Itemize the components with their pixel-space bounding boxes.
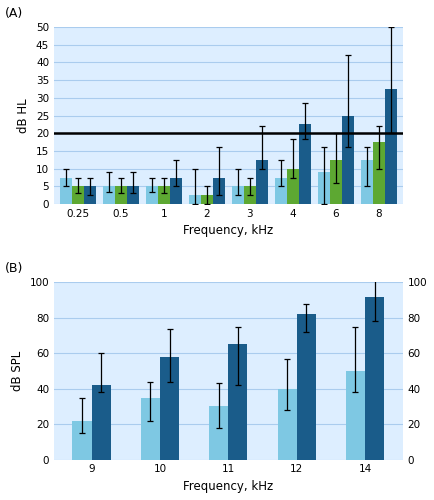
- Bar: [346, 371, 365, 460]
- Bar: [318, 172, 330, 204]
- Bar: [84, 186, 96, 204]
- Bar: [256, 160, 268, 204]
- X-axis label: Frequency, kHz: Frequency, kHz: [183, 224, 273, 237]
- Bar: [330, 160, 342, 204]
- Bar: [342, 116, 354, 204]
- Bar: [213, 178, 225, 204]
- Bar: [103, 186, 115, 204]
- Bar: [72, 420, 92, 460]
- Bar: [141, 398, 160, 460]
- Bar: [275, 178, 287, 204]
- Bar: [170, 178, 182, 204]
- Bar: [146, 186, 158, 204]
- Bar: [244, 186, 256, 204]
- Bar: [385, 89, 397, 204]
- Bar: [160, 357, 179, 460]
- Bar: [72, 186, 84, 204]
- Bar: [115, 186, 127, 204]
- Bar: [299, 124, 311, 204]
- Bar: [373, 142, 385, 204]
- Bar: [365, 296, 384, 460]
- Text: (A): (A): [5, 7, 23, 20]
- Y-axis label: dB SPL: dB SPL: [11, 351, 24, 391]
- Bar: [189, 195, 201, 204]
- Bar: [201, 195, 213, 204]
- Bar: [228, 344, 247, 460]
- Bar: [297, 314, 316, 460]
- Bar: [209, 406, 228, 460]
- Text: (B): (B): [5, 262, 23, 276]
- Bar: [92, 385, 111, 460]
- Bar: [59, 178, 72, 204]
- Bar: [232, 186, 244, 204]
- Bar: [127, 186, 139, 204]
- Bar: [158, 186, 170, 204]
- X-axis label: Frequency, kHz: Frequency, kHz: [183, 480, 273, 493]
- Y-axis label: dB HL: dB HL: [17, 98, 30, 133]
- Bar: [277, 389, 297, 460]
- Bar: [287, 168, 299, 204]
- Bar: [361, 160, 373, 204]
